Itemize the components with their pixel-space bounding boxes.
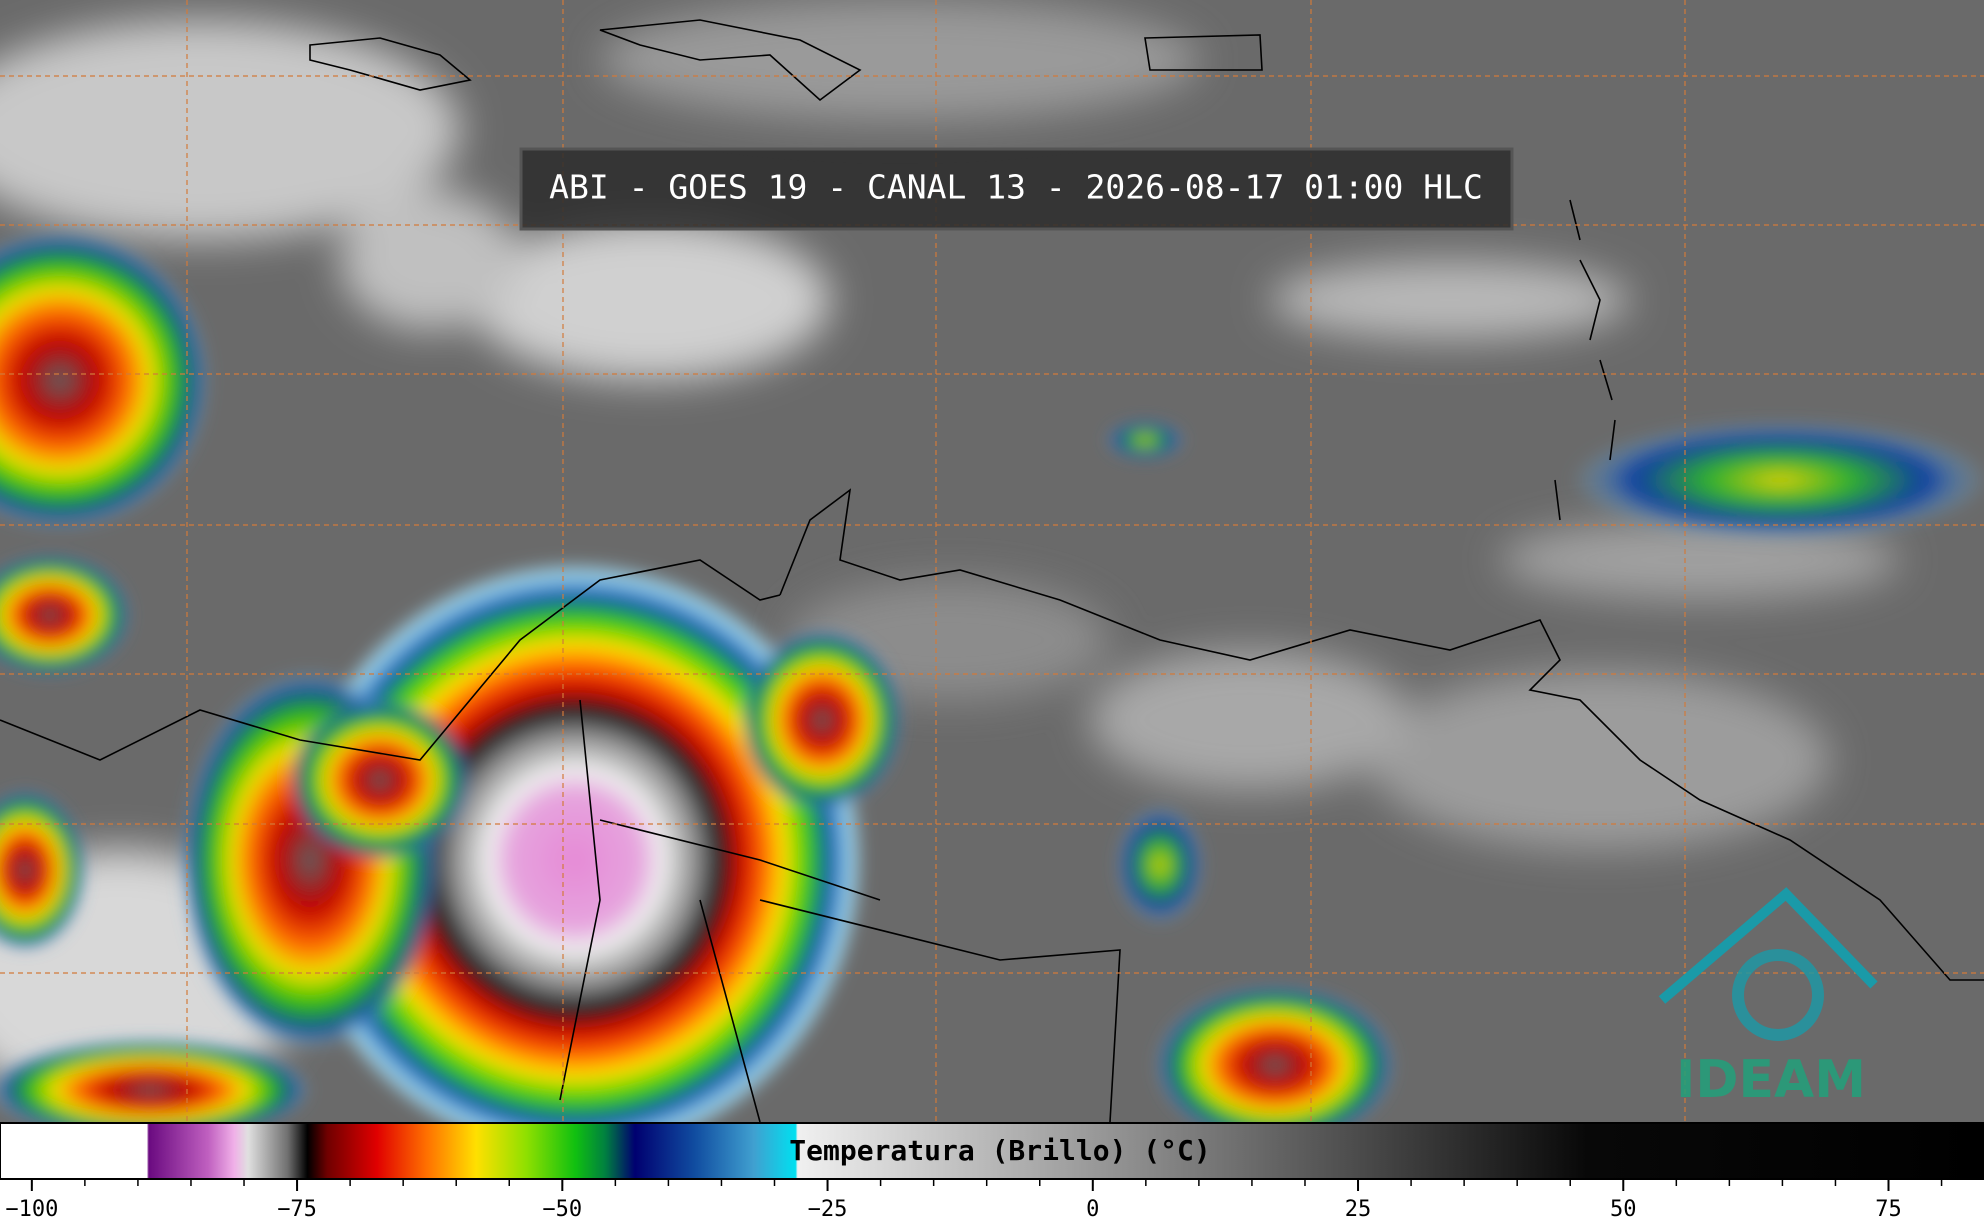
logo: IDEAM [1658,887,1878,1110]
title: ABI - GOES 19 - CANAL 13 - 2026-08-17 01… [549,168,1483,207]
colorbar-axis: −100 −75 −50 −25 0 25 50 75 [5,1179,1943,1222]
title-box [519,147,1514,231]
logo-swirl [1732,949,1824,1041]
tick-label: 25 [1345,1197,1372,1222]
logo-text: IDEAM [1676,1050,1866,1110]
colorbar-label: Temperatura (Brillo) (°C) [789,1134,1210,1167]
colorbar [0,1122,1984,1180]
tick-label: 0 [1086,1197,1099,1222]
tick-label: 75 [1875,1197,1902,1222]
tick-label: −75 [277,1197,317,1222]
coastlines [0,19,1984,1123]
tick-label: 50 [1610,1197,1637,1222]
logo-roof [1658,887,1878,1004]
tick-label: −100 [5,1197,58,1222]
tick-label: −25 [808,1197,848,1222]
storm-layer [0,230,1984,1160]
tick-label: −50 [542,1197,582,1222]
